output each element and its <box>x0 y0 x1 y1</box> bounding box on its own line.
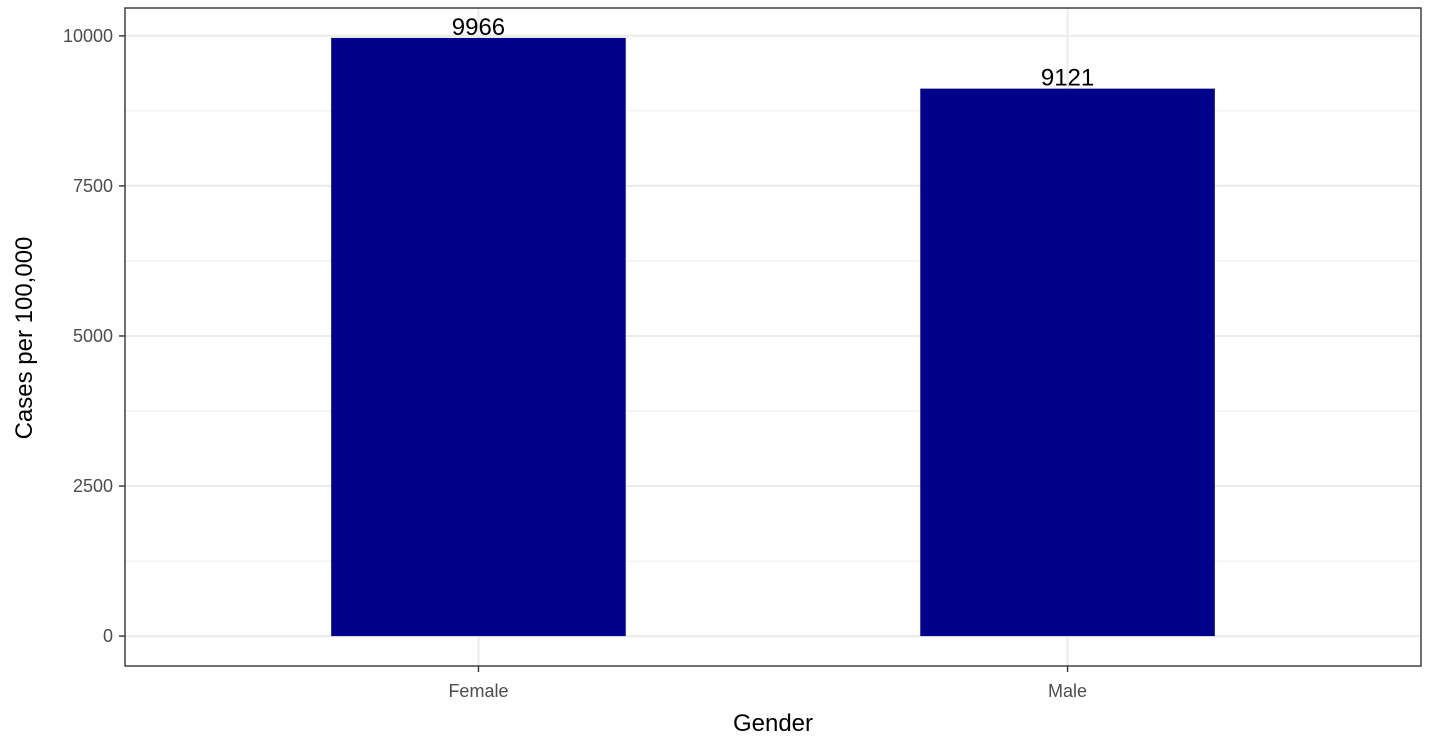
x-axis-title: Gender <box>733 710 813 737</box>
x-axis: Female Male <box>448 666 1087 701</box>
y-tick-label: 0 <box>103 626 113 646</box>
bar-female <box>331 37 626 637</box>
plot-panel-background <box>125 8 1421 666</box>
y-axis-title: Cases per 100,000 <box>11 237 38 440</box>
y-tick-label: 10000 <box>63 26 113 46</box>
y-tick-label: 2500 <box>73 476 113 496</box>
y-tick-label: 5000 <box>73 326 113 346</box>
data-label: 9121 <box>1041 65 1094 92</box>
data-labels: 9966 9121 <box>452 14 1094 92</box>
y-axis: 0 2500 5000 7500 10000 <box>63 26 125 646</box>
y-tick-label: 7500 <box>73 176 113 196</box>
x-tick-label: Female <box>448 681 508 701</box>
x-tick-label: Male <box>1048 681 1087 701</box>
bars <box>331 37 1215 637</box>
data-label: 9966 <box>452 14 505 41</box>
bar-male <box>920 88 1215 637</box>
plot-panel-border <box>124 7 1422 667</box>
